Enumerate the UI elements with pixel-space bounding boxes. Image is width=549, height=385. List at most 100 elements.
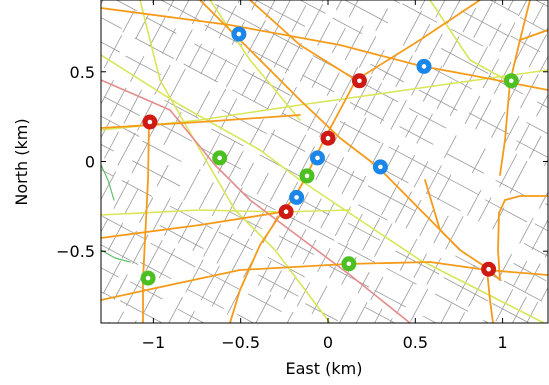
minor-street (382, 52, 398, 81)
green-location-marker[interactable] (341, 256, 357, 272)
minor-street (220, 98, 238, 130)
minor-street (320, 203, 335, 229)
minor-street (98, 342, 138, 364)
minor-street (178, 218, 192, 244)
minor-street (349, 102, 385, 121)
minor-street (516, 140, 548, 158)
blue-location-marker[interactable] (289, 189, 305, 205)
x-tick-label: 1 (498, 333, 508, 352)
minor-street (237, 314, 255, 323)
minor-street (124, 188, 139, 215)
minor-street (298, 198, 330, 216)
minor-street (460, 10, 510, 37)
green-location-marker[interactable] (140, 270, 156, 286)
minor-street (283, 276, 297, 300)
minor-street (433, 215, 449, 244)
minor-street (498, 154, 518, 188)
marker-center-dot (357, 78, 362, 84)
minor-street (115, 0, 137, 12)
minor-street (408, 108, 447, 129)
minor-street (365, 307, 396, 323)
red-location-marker[interactable] (481, 261, 497, 277)
minor-street (507, 0, 514, 11)
minor-street (537, 101, 548, 109)
axis-ticks: −1 −0.5 0 0.5 1 −0.5 0 0.5 (56, 0, 548, 352)
minor-street (273, 36, 291, 68)
minor-street (252, 50, 290, 71)
minor-street (357, 271, 370, 294)
secondary-road (229, 79, 357, 323)
green-location-marker[interactable] (299, 168, 315, 184)
minor-street (117, 311, 124, 323)
red-location-marker[interactable] (142, 114, 158, 130)
minor-street (468, 112, 509, 135)
minor-street (240, 162, 254, 187)
x-tick-label: 0.5 (403, 333, 428, 352)
marker-center-dot (147, 119, 153, 125)
minor-street (110, 87, 127, 117)
y-axis-label: North (km) (12, 118, 31, 205)
minor-street (315, 153, 330, 181)
minor-street (277, 0, 291, 25)
marker-center-dot (145, 275, 151, 281)
minor-street (200, 265, 220, 301)
minor-street (247, 20, 266, 54)
minor-street (134, 320, 137, 323)
minor-street (440, 48, 489, 74)
minor-street (311, 285, 328, 315)
marker-center-dot (421, 64, 427, 69)
minor-street (103, 96, 140, 116)
y-tick-label: 0.5 (70, 63, 95, 82)
marker-center-dot (378, 164, 383, 170)
green-location-marker[interactable] (503, 73, 519, 89)
minor-street (281, 112, 325, 136)
red-location-marker[interactable] (278, 204, 294, 220)
x-tick-label: −0.5 (221, 333, 260, 352)
red-location-marker[interactable] (351, 73, 367, 89)
blue-location-marker[interactable] (372, 159, 388, 175)
minor-street (145, 240, 163, 272)
minor-street (416, 113, 433, 144)
minor-street (394, 191, 412, 223)
minor-street (534, 0, 548, 8)
minor-street (67, 201, 82, 229)
secondary-road (497, 212, 501, 281)
minor-street (443, 135, 457, 159)
minor-street (425, 165, 442, 194)
tertiary-road (101, 54, 546, 323)
minor-street (475, 99, 492, 130)
minor-street (443, 277, 489, 302)
minor-street (451, 28, 484, 47)
tertiary-road (101, 209, 351, 216)
blue-location-marker[interactable] (310, 150, 325, 166)
minor-street (449, 80, 469, 116)
blue-location-marker[interactable] (231, 26, 247, 42)
minor-street (327, 157, 345, 188)
minor-street (352, 175, 367, 201)
green-location-marker[interactable] (212, 150, 228, 166)
marker-center-dot (217, 155, 222, 161)
minor-street (218, 5, 237, 39)
minor-street (538, 55, 548, 73)
minor-street (257, 260, 272, 286)
minor-street (509, 160, 528, 194)
minor-street (347, 222, 381, 241)
blue-location-marker[interactable] (416, 58, 432, 74)
minor-street (140, 262, 172, 280)
minor-street (207, 88, 227, 123)
minor-street (467, 189, 482, 216)
marker-center-dot (283, 209, 289, 214)
marker-center-dot (315, 155, 320, 161)
minor-street (150, 242, 196, 268)
minor-street (302, 74, 335, 93)
minor-street (509, 35, 541, 53)
minor-street (464, 95, 481, 124)
minor-street (269, 270, 282, 293)
minor-street (504, 280, 543, 302)
minor-street (276, 215, 296, 251)
minor-street (191, 0, 206, 25)
minor-street (488, 23, 502, 47)
red-location-marker[interactable] (320, 130, 336, 146)
minor-street (308, 198, 322, 223)
minor-street (381, 181, 400, 216)
